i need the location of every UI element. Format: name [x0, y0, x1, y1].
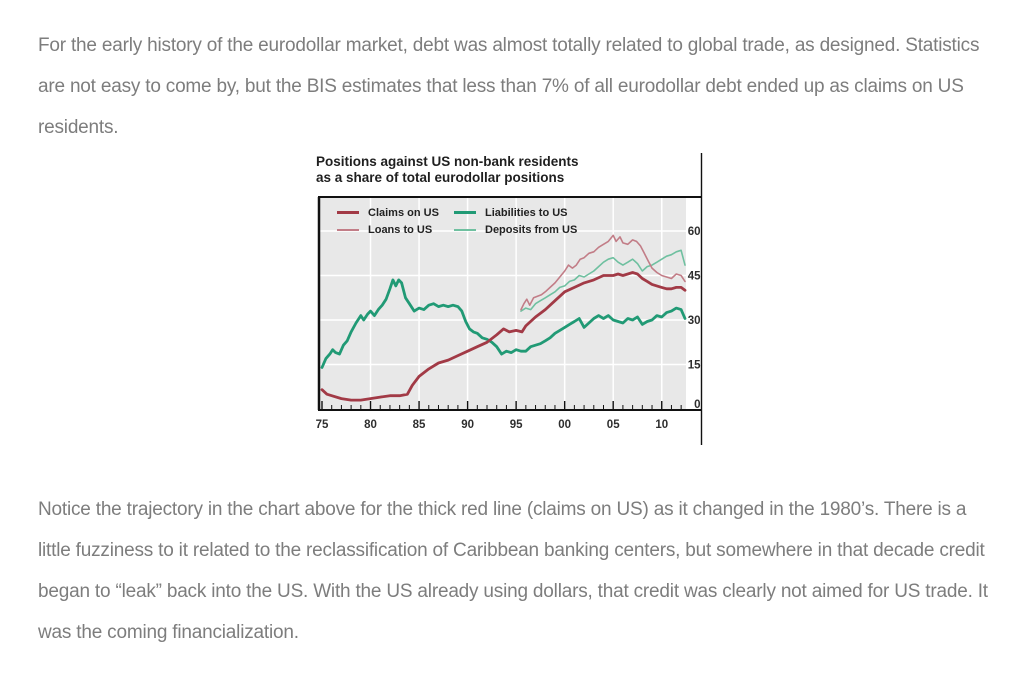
liabilities-line-swatch — [454, 211, 476, 214]
svg-text:90: 90 — [461, 419, 474, 431]
legend-label-deposits: Deposits from US — [485, 223, 578, 236]
plot-background — [318, 197, 686, 409]
svg-text:00: 00 — [558, 419, 571, 431]
loans-line-swatch — [337, 228, 359, 231]
svg-text:0: 0 — [694, 399, 700, 411]
chart-title-line1: Positions against US non-bank residents — [316, 154, 579, 169]
svg-text:15: 15 — [688, 360, 701, 372]
chart-canvas: 75 80 85 90 95 00 05 10 0 15 30 45 60 — [316, 153, 703, 445]
paragraph-analysis: Notice the trajectory in the chart above… — [38, 499, 988, 643]
svg-text:85: 85 — [413, 419, 426, 431]
series-lines — [320, 234, 687, 402]
legend-item-deposits: Deposits from US — [454, 224, 577, 236]
svg-text:75: 75 — [316, 419, 329, 431]
chart-legend: Claims on US Liabilities to US Loans to … — [337, 204, 657, 238]
chart-title: Positions against US non-bank residents … — [316, 154, 626, 186]
svg-text:10: 10 — [655, 419, 668, 431]
legend-row-1: Claims on US Liabilities to US — [337, 204, 657, 221]
legend-label-liabilities: Liabilities to US — [485, 206, 568, 219]
svg-text:80: 80 — [364, 419, 377, 431]
chart-title-line2: as a share of total eurodollar positions — [316, 170, 565, 185]
claims-line-swatch — [337, 211, 359, 214]
legend-item-loans: Loans to US — [337, 224, 454, 236]
svg-text:45: 45 — [688, 271, 701, 283]
gridlines — [318, 197, 686, 409]
svg-text:60: 60 — [688, 226, 701, 238]
legend-item-claims: Claims on US — [337, 207, 454, 219]
svg-text:95: 95 — [510, 419, 523, 431]
svg-text:05: 05 — [607, 419, 620, 431]
svg-text:30: 30 — [688, 315, 701, 327]
deposits-line-swatch — [454, 228, 476, 231]
eurodollar-positions-chart: Positions against US non-bank residents … — [313, 151, 707, 446]
legend-label-loans: Loans to US — [368, 223, 433, 236]
axis-labels: 75 80 85 90 95 00 05 10 0 15 30 45 60 — [316, 226, 701, 431]
legend-row-2: Loans to US Deposits from US — [337, 221, 657, 238]
legend-item-liabilities: Liabilities to US — [454, 207, 568, 219]
paragraph-intro: For the early history of the eurodollar … — [38, 35, 980, 138]
legend-label-claims: Claims on US — [368, 206, 439, 219]
